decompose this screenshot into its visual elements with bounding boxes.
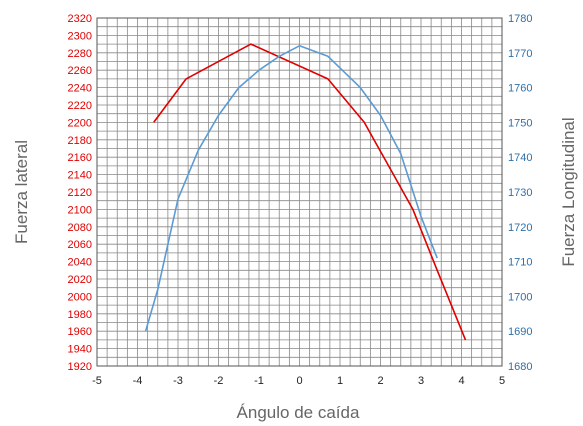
x-tick-label: -2	[214, 375, 224, 387]
y-left-tick-label: 2080	[68, 222, 92, 234]
y-right-tick-label: 1720	[508, 222, 532, 234]
y-right-tick-label: 1750	[508, 117, 532, 129]
x-tick-label: 0	[296, 375, 302, 387]
y-left-tick-label: 2320	[68, 13, 92, 25]
y-right-tick-label: 1680	[508, 361, 532, 373]
y-left-tick-label: 2160	[68, 152, 92, 164]
series-group	[144, 43, 467, 341]
x-tick-label: -5	[92, 375, 102, 387]
y-left-tick-label: 1960	[68, 326, 92, 338]
y-left-tick-label: 2020	[68, 274, 92, 286]
y-left-tick-label: 2220	[68, 100, 92, 112]
x-tick-label: 3	[418, 375, 424, 387]
y-left-tick-label: 2180	[68, 135, 92, 147]
y-right-axis-title: Fuerza Longitudinal	[559, 117, 578, 266]
series-line-right-axis	[144, 44, 438, 332]
grid	[96, 17, 503, 367]
x-tick-label: 2	[377, 375, 383, 387]
x-tick-label: -3	[173, 375, 183, 387]
y-right-tick-label: 1730	[508, 187, 532, 199]
y-left-tick-label: 2280	[68, 48, 92, 60]
y-right-tick-label: 1770	[508, 48, 532, 60]
y-left-tick-label: 2200	[68, 117, 92, 129]
y-left-axis-title: Fuerza lateral	[12, 140, 31, 244]
y-left-tick-label: 2240	[68, 83, 92, 95]
y-left-tick-label: 2120	[68, 187, 92, 199]
y-left-tick-label: 2100	[68, 204, 92, 216]
y-right-tick-label: 1740	[508, 152, 532, 164]
x-tick-labels: -5 -4 -3 -2 -1 0 1 2 3 4 5	[92, 375, 505, 387]
y-left-tick-label: 2040	[68, 257, 92, 269]
x-tick-label: -4	[133, 375, 143, 387]
y-left-tick-label: 2300	[68, 30, 92, 42]
x-tick-label: 1	[337, 375, 343, 387]
y-right-tick-label: 1760	[508, 83, 532, 95]
y-left-tick-label: 2060	[68, 239, 92, 251]
y-left-tick-label: 1940	[68, 344, 92, 356]
x-tick-label: 4	[458, 375, 464, 387]
series-line-left-axis	[153, 43, 467, 341]
x-axis-title: Ángulo de caída	[237, 403, 360, 422]
y-right-tick-label: 1700	[508, 291, 532, 303]
y-right-tick-label: 1690	[508, 326, 532, 338]
y-left-tick-label: 2000	[68, 291, 92, 303]
plot-area-border	[96, 17, 503, 367]
y-left-tick-label: 1920	[68, 361, 92, 373]
y-left-tick-label: 2260	[68, 65, 92, 77]
y-left-tick-labels: 1920 1940 1960 1980 2000 2020 2040 2060 2080 2100…	[68, 13, 92, 373]
y-left-tick-label: 1980	[68, 309, 92, 321]
y-left-tick-label: 2140	[68, 170, 92, 182]
y-right-tick-label: 1780	[508, 13, 532, 25]
y-right-tick-label: 1710	[508, 257, 532, 269]
x-tick-label: 5	[499, 375, 505, 387]
x-tick-label: -1	[254, 375, 264, 387]
y-right-tick-labels: 1680 1690 1700 1710 1720 1730 1740 1750 1760 1770…	[508, 13, 532, 373]
